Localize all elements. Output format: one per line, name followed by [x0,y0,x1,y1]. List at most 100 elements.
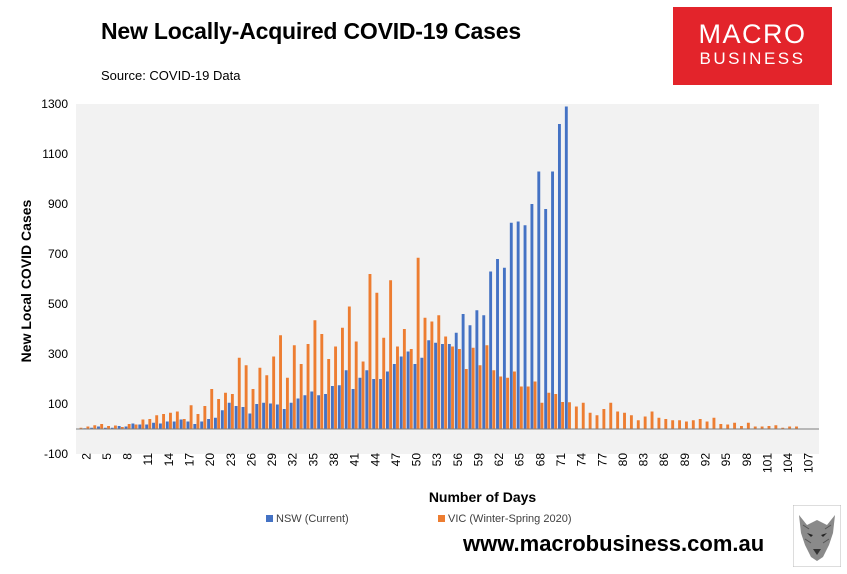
nsw-bar [454,332,458,429]
nsw-bar [386,371,389,429]
vic-bar [609,402,613,429]
vic-bar [368,274,372,429]
vic-bar [279,335,282,429]
nsw-bar [351,389,355,429]
vic-bar [107,426,110,429]
vic-bar [354,341,358,429]
nsw-bar [482,315,486,429]
vic-bar [444,336,448,429]
vic-bar [623,412,626,429]
nsw-bar [158,423,162,429]
x-tick-label: 8 [121,453,135,460]
nsw-bar [296,398,300,429]
y-tick-label: 300 [48,347,68,361]
website-url[interactable]: www.macrobusiness.com.au [463,531,765,556]
x-tick-label: 98 [740,453,754,467]
vic-bar [306,344,310,429]
vic-bar [361,361,365,429]
nsw-bar [317,395,321,429]
x-tick-label: 86 [657,453,671,467]
x-tick-label: 56 [451,453,465,467]
vic-bar [464,369,468,429]
vic-bar [437,315,441,429]
vic-bar [327,359,331,429]
nsw-bar [489,271,493,429]
vic-bar [506,377,509,429]
vic-bar [375,292,379,429]
x-tick-label: 104 [781,453,795,473]
vic-bar [547,392,551,429]
vic-bar [485,345,489,429]
nsw-bar [269,403,272,429]
nsw-bar [103,427,107,429]
x-tick-label: 74 [575,453,589,467]
x-tick-label: 2 [79,453,93,460]
vic-bar [657,417,661,429]
x-tick-label: 44 [368,453,382,467]
nsw-bar [275,404,279,429]
nsw-bar [255,404,259,429]
nsw-bar [152,422,155,429]
vic-bar [402,329,406,429]
nsw-bar [372,379,376,429]
vic-bar [705,421,709,429]
nsw-bar [207,419,211,429]
vic-bar [196,414,200,429]
nsw-bar [537,171,541,429]
nsw-bar [200,421,204,429]
chart-source: Source: COVID-19 Data [101,68,241,83]
vic-bar [313,320,317,429]
vic-bar [334,346,338,429]
vic-bar [457,349,461,429]
nsw-bar [557,124,561,429]
vic-bar [616,411,620,429]
nsw-bar [523,225,527,429]
vic-bar [629,415,633,429]
x-tick-label: 107 [802,453,816,473]
nsw-bar [337,385,341,429]
y-tick-label: 900 [48,197,68,211]
x-tick-label: 35 [306,453,320,467]
nsw-bar [165,421,169,429]
vic-bar [526,386,530,429]
x-tick-label: 92 [699,453,713,467]
vic-bar [93,425,97,429]
nsw-bar [145,424,149,429]
nsw-bar [220,410,224,429]
nsw-bar [427,340,431,429]
x-tick-label: 23 [224,453,238,467]
vic-bar [774,425,778,429]
vic-bar [643,416,647,429]
vic-bar [382,337,386,429]
vic-bar [409,349,413,429]
nsw-bar [131,423,135,429]
vic-bar [568,402,571,429]
vic-bar [389,280,393,429]
x-tick-label: 11 [141,453,155,466]
vic-bar [492,370,496,429]
nsw-bar [399,356,403,429]
vic-bar [691,420,695,429]
y-axis-title: New Local COVID Cases [18,199,34,362]
y-tick-label: 1100 [42,147,68,161]
vic-bar [499,376,503,429]
wolf-emblem-icon [793,505,841,567]
vic-bar [726,424,730,429]
x-tick-label: 5 [100,453,114,460]
vic-bar [753,426,757,429]
nsw-bar [447,344,451,429]
nsw-bar [406,351,410,429]
vic-bar [733,422,737,429]
y-tick-label: -100 [44,447,68,461]
nsw-bar [262,402,266,429]
nsw-bar [530,204,534,429]
nsw-bar [365,370,369,429]
vic-bar [767,426,771,429]
vic-bar [237,357,241,429]
x-tick-label: 41 [348,453,362,467]
vic-bar [299,364,303,429]
vic-bar [650,411,654,429]
vic-bar [519,386,523,429]
vic-bar [224,392,227,429]
